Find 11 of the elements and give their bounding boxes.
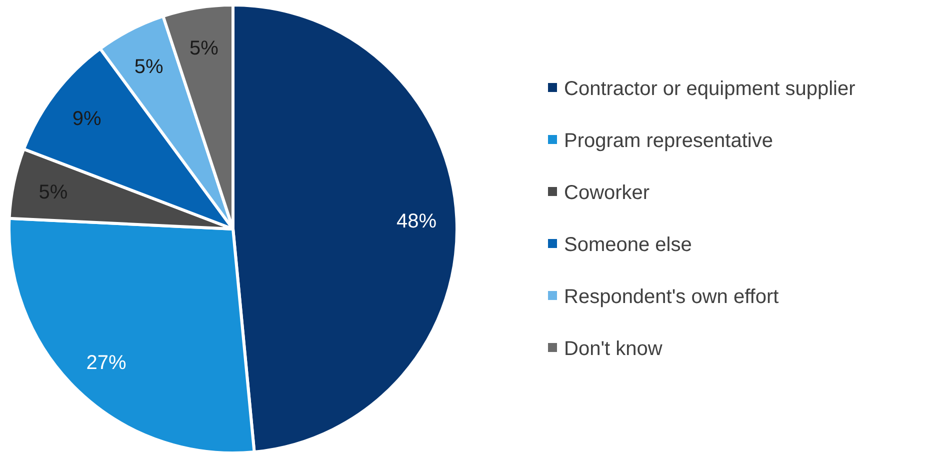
data-label: 27%: [86, 352, 126, 374]
data-label: 9%: [72, 108, 102, 130]
legend-label: Respondent's own effort: [564, 286, 780, 308]
legend-label: Someone else: [564, 234, 692, 256]
legend-label: Contractor or equipment supplier: [564, 78, 856, 100]
data-label: 48%: [396, 210, 437, 232]
legend-label: Coworker: [564, 182, 650, 204]
data-label: 5%: [190, 38, 219, 60]
legend-label: Program representative: [564, 130, 773, 152]
data-label: 5%: [134, 56, 164, 78]
legend-label: Don't know: [564, 338, 663, 360]
